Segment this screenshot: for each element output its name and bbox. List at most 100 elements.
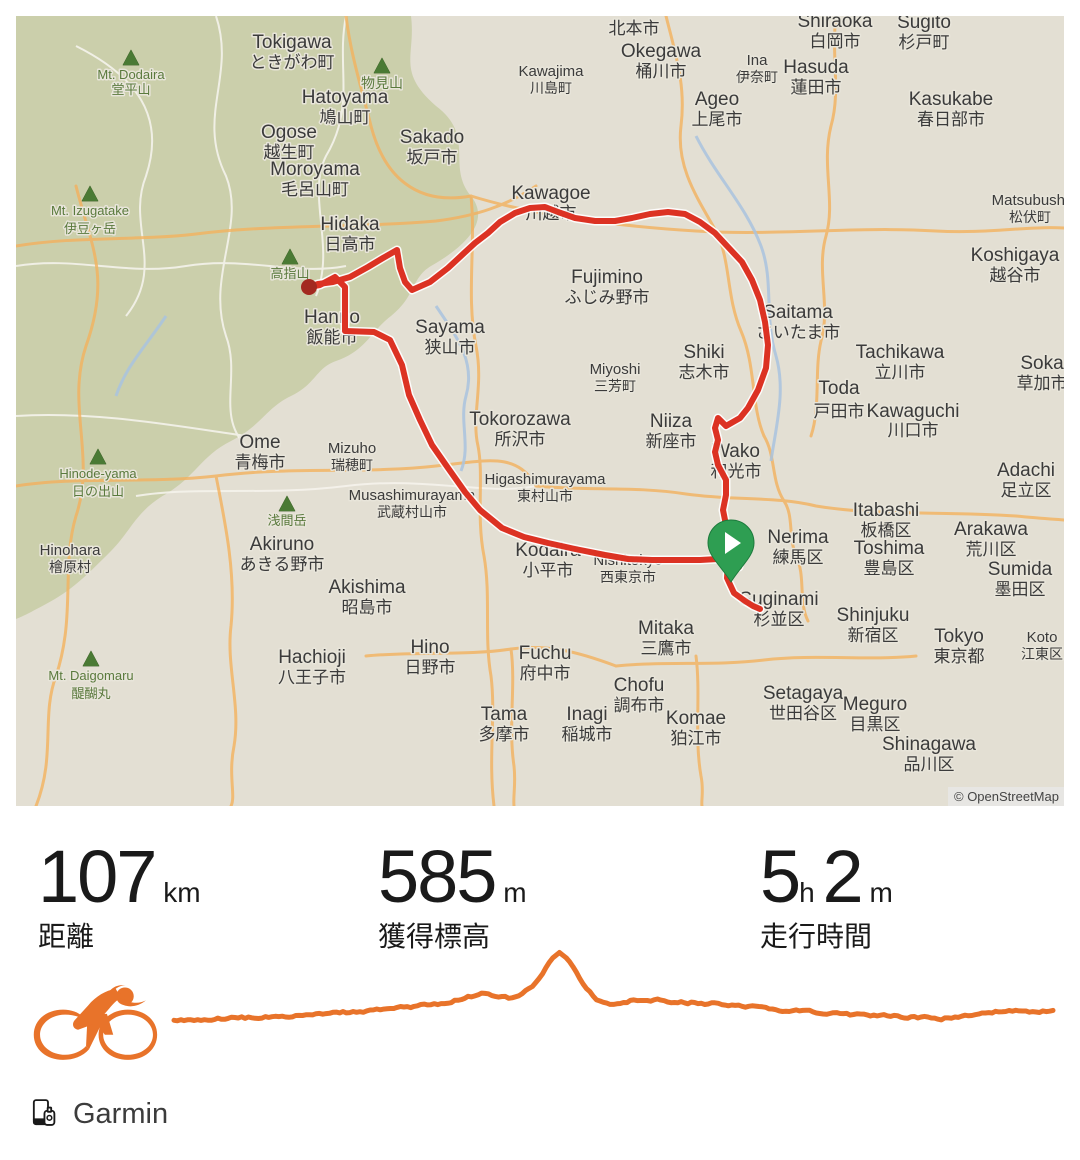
svg-text:北本市: 北本市 — [609, 19, 660, 38]
svg-text:越谷市: 越谷市 — [990, 266, 1041, 285]
svg-text:Toshima: Toshima — [854, 538, 925, 559]
svg-text:日高市: 日高市 — [325, 235, 376, 254]
svg-text:Ina: Ina — [747, 52, 769, 69]
svg-text:Inagi: Inagi — [566, 704, 607, 725]
svg-text:Hachioji: Hachioji — [278, 647, 346, 668]
svg-text:三鷹市: 三鷹市 — [641, 638, 692, 658]
svg-text:Shinagawa: Shinagawa — [882, 734, 976, 755]
svg-text:狛江市: 狛江市 — [671, 729, 722, 748]
svg-text:あきる野市: あきる野市 — [240, 555, 325, 574]
svg-text:Higashimurayama: Higashimurayama — [485, 471, 607, 488]
svg-text:瑞穂町: 瑞穂町 — [331, 457, 373, 473]
svg-text:Koshigaya: Koshigaya — [971, 245, 1060, 266]
svg-text:新宿区: 新宿区 — [848, 626, 899, 645]
svg-text:Itabashi: Itabashi — [853, 500, 920, 521]
svg-text:新座市: 新座市 — [646, 432, 697, 451]
svg-text:Sayama: Sayama — [415, 317, 485, 338]
svg-text:立川市: 立川市 — [875, 363, 926, 382]
svg-text:Sakado: Sakado — [400, 127, 464, 148]
svg-text:Shinjuku: Shinjuku — [837, 605, 910, 626]
svg-text:春日部市: 春日部市 — [917, 110, 985, 129]
svg-text:毛呂山町: 毛呂山町 — [281, 180, 349, 199]
svg-text:Musashimurayama: Musashimurayama — [349, 487, 476, 504]
svg-text:Sugito: Sugito — [897, 16, 951, 33]
svg-text:Akishima: Akishima — [328, 577, 406, 598]
svg-text:Hidaka: Hidaka — [320, 214, 380, 235]
svg-text:足立区: 足立区 — [1001, 481, 1052, 500]
svg-text:伊奈町: 伊奈町 — [736, 69, 778, 85]
svg-text:Chofu: Chofu — [614, 675, 665, 696]
svg-text:Hinohara: Hinohara — [40, 542, 102, 559]
svg-text:目黒区: 目黒区 — [850, 715, 901, 734]
svg-text:Shiki: Shiki — [683, 342, 724, 363]
svg-text:Fujimino: Fujimino — [571, 267, 643, 288]
svg-text:Shiraoka: Shiraoka — [798, 16, 873, 32]
svg-text:Mt. Daigomaru: Mt. Daigomaru — [48, 668, 133, 683]
svg-text:Kawajima: Kawajima — [518, 63, 584, 80]
svg-text:川島町: 川島町 — [530, 80, 572, 96]
svg-text:堂平山: 堂平山 — [111, 82, 150, 97]
svg-text:檜原村: 檜原村 — [49, 559, 91, 575]
svg-text:蓮田市: 蓮田市 — [791, 78, 842, 97]
svg-text:東村山市: 東村山市 — [517, 488, 573, 504]
svg-text:日野市: 日野市 — [405, 658, 456, 677]
svg-text:Moroyama: Moroyama — [270, 159, 360, 180]
svg-text:Hasuda: Hasuda — [783, 57, 849, 78]
svg-text:Koto: Koto — [1027, 629, 1058, 646]
svg-text:高指山: 高指山 — [270, 266, 309, 281]
svg-text:醍醐丸: 醍醐丸 — [71, 686, 110, 701]
svg-text:稲城市: 稲城市 — [562, 725, 613, 744]
svg-text:Setagaya: Setagaya — [763, 683, 844, 704]
svg-text:武蔵村山市: 武蔵村山市 — [377, 504, 447, 520]
svg-text:Hanno: Hanno — [304, 307, 360, 328]
svg-text:杉戸町: 杉戸町 — [899, 33, 950, 52]
svg-text:松伏町: 松伏町 — [1009, 209, 1051, 225]
svg-text:Ogose: Ogose — [261, 122, 317, 143]
svg-text:調布市: 調布市 — [614, 696, 665, 715]
svg-text:荒川区: 荒川区 — [966, 540, 1017, 559]
svg-text:Arakawa: Arakawa — [954, 519, 1028, 540]
svg-text:伊豆ヶ岳: 伊豆ヶ岳 — [64, 221, 116, 236]
svg-text:Tokigawa: Tokigawa — [252, 32, 332, 53]
svg-text:鳩山町: 鳩山町 — [320, 108, 371, 127]
svg-text:Mt. Dodaira: Mt. Dodaira — [97, 67, 165, 82]
svg-text:ときがわ町: ときがわ町 — [250, 53, 335, 72]
svg-text:坂戸市: 坂戸市 — [407, 148, 458, 167]
svg-text:Mitaka: Mitaka — [638, 618, 694, 639]
svg-text:練馬区: 練馬区 — [773, 548, 824, 567]
svg-text:草加市: 草加市 — [1017, 374, 1065, 393]
svg-text:世田谷区: 世田谷区 — [769, 704, 837, 723]
svg-text:戸田市: 戸田市 — [814, 402, 865, 421]
svg-text:Tokorozawa: Tokorozawa — [469, 409, 571, 430]
svg-text:川口市: 川口市 — [888, 421, 939, 440]
svg-text:© OpenStreetMap: © OpenStreetMap — [954, 789, 1059, 804]
svg-text:Hinode-yama: Hinode-yama — [59, 466, 137, 481]
svg-text:Soka: Soka — [1020, 353, 1064, 374]
svg-text:多摩市: 多摩市 — [479, 725, 530, 744]
svg-text:東京都: 東京都 — [934, 647, 985, 666]
svg-text:Hino: Hino — [410, 637, 449, 658]
svg-text:Komae: Komae — [666, 708, 726, 729]
svg-text:Tokyo: Tokyo — [934, 626, 984, 647]
svg-text:昭島市: 昭島市 — [342, 598, 393, 617]
svg-text:Matsubushi: Matsubushi — [992, 192, 1064, 209]
svg-text:Tama: Tama — [481, 704, 528, 725]
svg-text:Fuchu: Fuchu — [519, 643, 572, 664]
svg-text:Tachikawa: Tachikawa — [856, 342, 945, 363]
svg-text:日の出山: 日の出山 — [72, 484, 124, 499]
svg-text:府中市: 府中市 — [520, 664, 571, 683]
svg-text:品川区: 品川区 — [904, 755, 955, 774]
svg-text:Nerima: Nerima — [767, 527, 829, 548]
svg-text:Niiza: Niiza — [650, 411, 693, 432]
svg-text:所沢市: 所沢市 — [495, 430, 546, 449]
svg-text:西東京市: 西東京市 — [600, 569, 656, 585]
svg-text:Miyoshi: Miyoshi — [590, 361, 641, 378]
svg-text:志木市: 志木市 — [679, 363, 730, 382]
svg-text:Sumida: Sumida — [988, 559, 1053, 580]
svg-text:青梅市: 青梅市 — [235, 453, 286, 472]
svg-text:Okegawa: Okegawa — [621, 41, 702, 62]
svg-text:豊島区: 豊島区 — [864, 559, 915, 578]
svg-text:Kawaguchi: Kawaguchi — [867, 401, 960, 422]
svg-text:三芳町: 三芳町 — [594, 378, 636, 394]
svg-text:Kawagoe: Kawagoe — [511, 183, 590, 204]
